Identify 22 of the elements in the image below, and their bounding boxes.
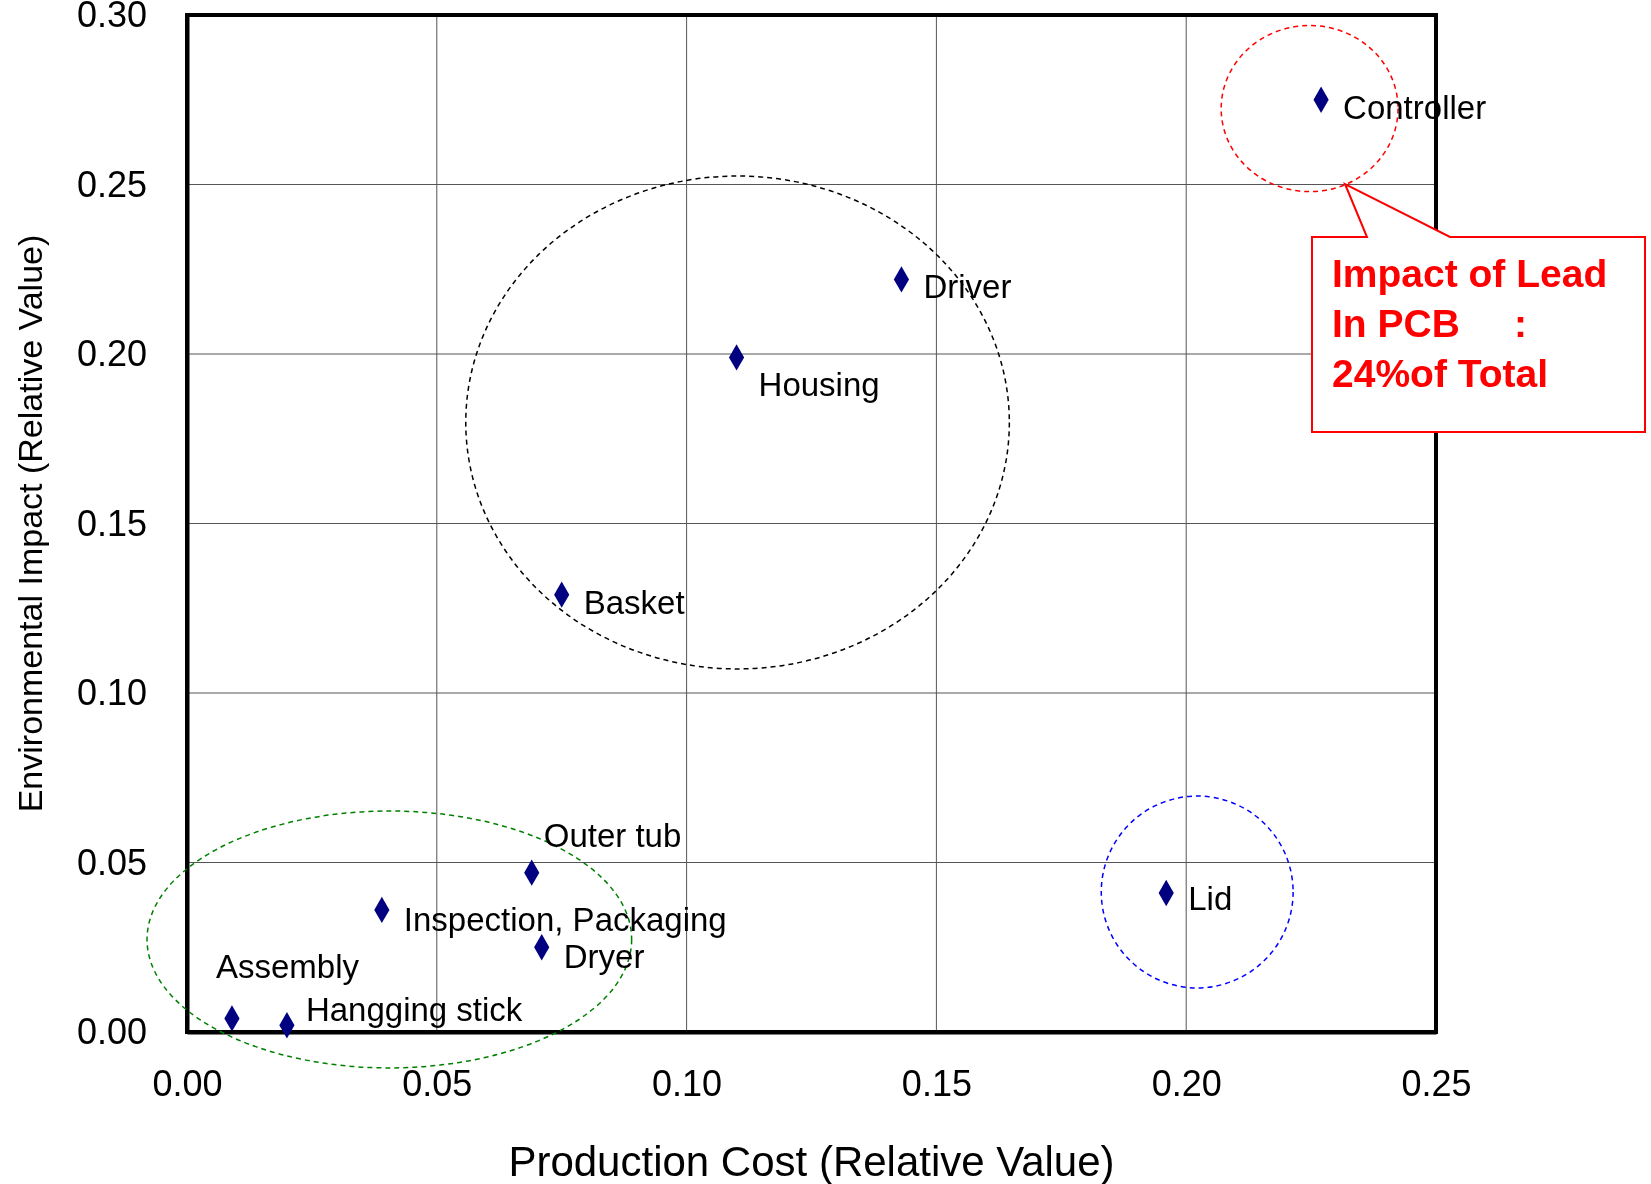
- annotation: Outer tub: [543, 816, 682, 854]
- y-tick-label: 0.05: [76, 841, 147, 883]
- x-tick-label: 0.05: [402, 1062, 473, 1104]
- y-axis-title: Environmental Impact (Relative Value): [11, 234, 49, 813]
- y-tick-label: 0.10: [76, 672, 147, 714]
- y-tick-label: 0.20: [76, 333, 147, 375]
- x-tick-label: 0.15: [901, 1062, 972, 1104]
- x-tick-label: 0.20: [1151, 1062, 1222, 1104]
- x-tick-label: 0.25: [1401, 1062, 1472, 1104]
- y-tick-label: 0.00: [76, 1011, 147, 1053]
- x-tick-label: 0.00: [152, 1062, 223, 1104]
- y-tick-label: 0.30: [76, 0, 147, 36]
- y-tick-label: 0.15: [76, 502, 147, 544]
- annotation: Impact of Lead In PCB : 24%of Total: [1332, 252, 1608, 395]
- annotation: Dryer: [563, 938, 645, 976]
- annotation: Assembly: [215, 948, 360, 986]
- annotation: Hangging stick: [305, 991, 523, 1029]
- annotation: Housing: [758, 366, 880, 404]
- annotation: Basket: [583, 583, 685, 621]
- y-tick-label: 0.25: [76, 163, 147, 205]
- annotation: Lid: [1188, 880, 1233, 918]
- x-tick-label: 0.10: [652, 1062, 723, 1104]
